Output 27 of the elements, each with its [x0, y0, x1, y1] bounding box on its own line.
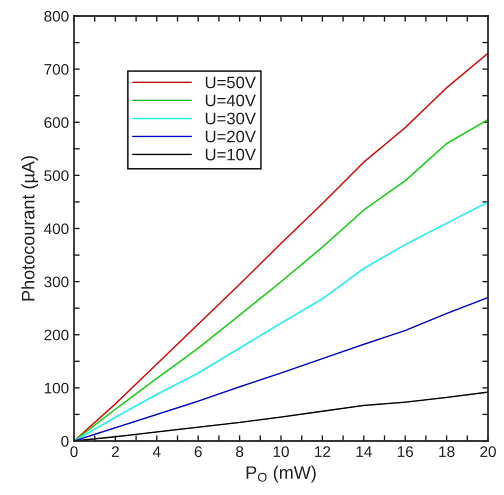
legend-label: U=50V: [206, 76, 256, 88]
y-tick-label: 500: [44, 170, 69, 182]
legend-label: U=40V: [206, 94, 256, 106]
x-tick-label: 2: [112, 446, 119, 457]
legend-label: U=20V: [206, 130, 256, 142]
x-tick-label: 14: [356, 446, 372, 457]
y-tick-label: 600: [44, 117, 69, 128]
x-tick-label: 8: [236, 446, 244, 458]
y-tick-label: 300: [44, 276, 69, 288]
y-tick-label: 700: [44, 64, 69, 75]
x-tick-label: 4: [152, 446, 161, 457]
x-tick-label: 16: [398, 446, 414, 458]
x-tick-label: 12: [315, 446, 330, 457]
y-tick-label: 800: [44, 10, 69, 22]
legend-label: U=10V: [206, 148, 256, 160]
y-axis-title: Photocourant (µA): [21, 156, 38, 300]
x-tick-label: 18: [439, 446, 454, 458]
y-tick-label: 0: [61, 436, 69, 447]
x-tick-label: 20: [480, 446, 496, 458]
y-tick-label: 400: [44, 223, 69, 234]
x-tick-label: 10: [274, 446, 289, 458]
x-tick-label: 6: [194, 446, 202, 458]
y-tick-label: 100: [44, 382, 69, 394]
legend-label: U=30V: [206, 112, 256, 124]
x-tick-label: 0: [70, 446, 78, 458]
y-tick-label: 200: [44, 330, 69, 340]
x-axis-title: P$_{O}$ (mW): [246, 466, 316, 482]
